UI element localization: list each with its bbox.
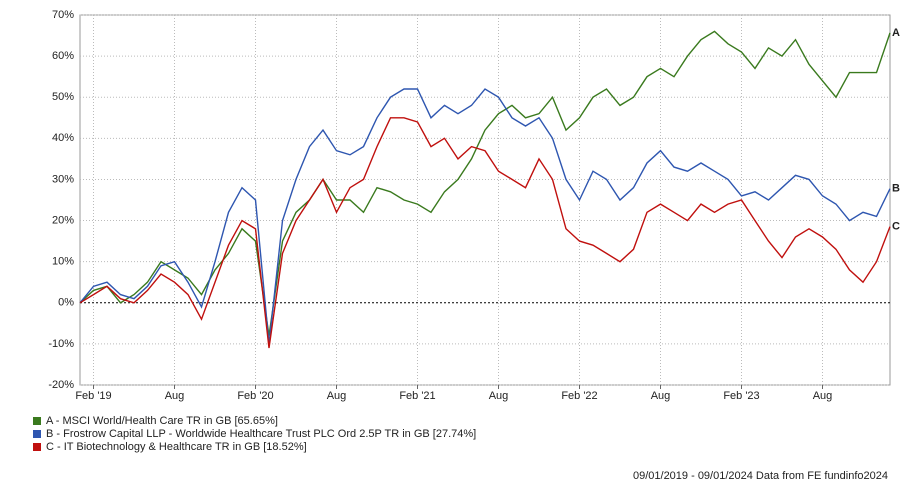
y-tick-label: 0% — [58, 297, 74, 309]
y-tick-label: 70% — [52, 9, 74, 21]
x-tick-label: Aug — [327, 390, 347, 402]
y-tick-label: 60% — [52, 50, 74, 62]
series-line — [79, 117, 891, 349]
y-tick-label: -10% — [48, 338, 74, 350]
end-label: C — [892, 221, 900, 233]
legend-entry: C - IT Biotechnology & Healthcare TR in … — [46, 441, 307, 453]
x-tick-label: Aug — [489, 390, 509, 402]
x-tick-label: Feb '22 — [561, 390, 597, 402]
x-tick-label: Feb '20 — [237, 390, 273, 402]
y-tick-label: 10% — [52, 256, 74, 268]
y-tick-label: -20% — [48, 379, 74, 391]
y-tick-label: 20% — [52, 214, 74, 226]
y-tick-label: 50% — [52, 91, 74, 103]
x-tick-label: Aug — [165, 390, 185, 402]
x-tick-label: Feb '19 — [75, 390, 111, 402]
legend-swatch — [33, 443, 41, 451]
end-label: B — [892, 183, 900, 195]
series-line — [79, 88, 891, 344]
x-tick-label: Aug — [651, 390, 671, 402]
x-tick-label: Aug — [813, 390, 833, 402]
footer: 09/01/2019 - 09/01/2024 Data from FE fun… — [633, 470, 888, 482]
series-line — [79, 30, 891, 336]
legend-entry: B - Frostrow Capital LLP - Worldwide Hea… — [46, 428, 476, 440]
legend-swatch — [33, 430, 41, 438]
legend-entry: A - MSCI World/Health Care TR in GB [65.… — [46, 415, 278, 427]
end-label: A — [892, 27, 900, 39]
y-tick-label: 40% — [52, 132, 74, 144]
y-tick-label: 30% — [52, 173, 74, 185]
legend-swatch — [33, 417, 41, 425]
x-tick-label: Feb '23 — [723, 390, 759, 402]
x-tick-label: Feb '21 — [399, 390, 435, 402]
